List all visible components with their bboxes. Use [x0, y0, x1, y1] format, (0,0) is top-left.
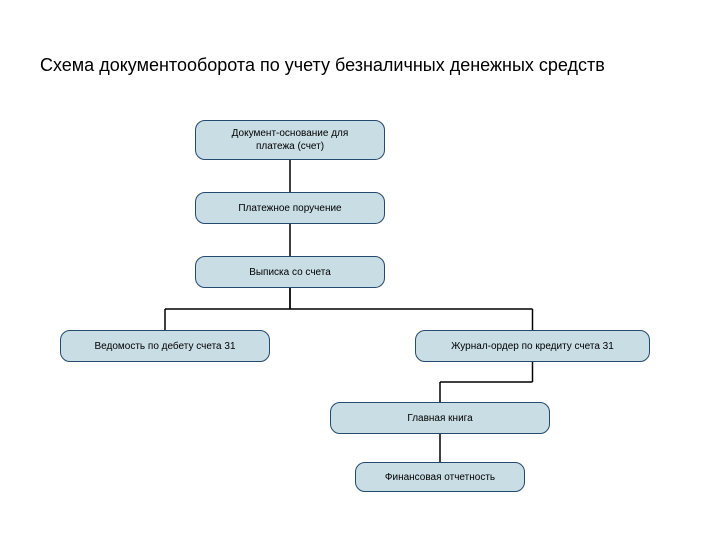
flowchart-node: Платежное поручение: [195, 192, 385, 224]
flowchart-node: Финансовая отчетность: [355, 462, 525, 492]
flowchart-node: Главная книга: [330, 402, 550, 434]
diagram-title: Схема документооборота по учету безналич…: [40, 55, 680, 76]
flowchart-node: Документ-основание дляплатежа (счет): [195, 120, 385, 160]
flowchart-node: Выписка со счета: [195, 256, 385, 288]
flowchart-node: Журнал-ордер по кредиту счета 31: [415, 330, 650, 362]
flowchart-node: Ведомость по дебету счета 31: [60, 330, 270, 362]
